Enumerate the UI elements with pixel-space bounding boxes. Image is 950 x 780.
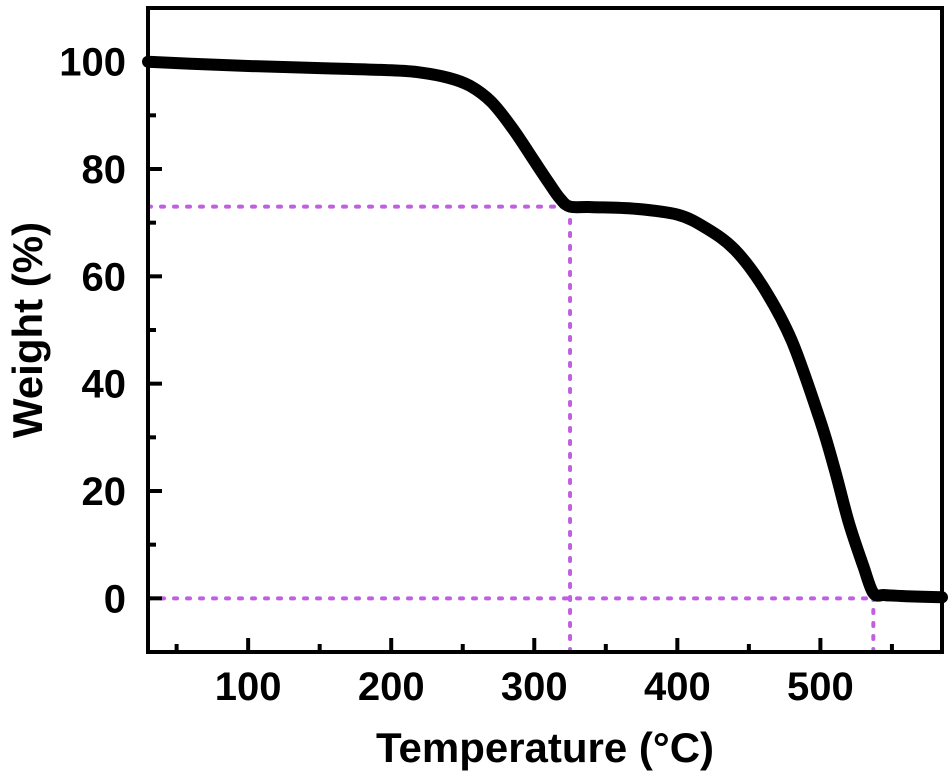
x-tick-label: 200	[358, 665, 425, 709]
y-tick-label: 0	[104, 577, 126, 621]
y-tick-label: 60	[82, 255, 127, 299]
guide-lines	[146, 204, 876, 654]
y-axis-ticks: 0 20 40 60 80 100	[59, 6, 162, 654]
y-tick-label: 100	[59, 41, 126, 85]
x-tick-label: 500	[787, 665, 854, 709]
x-axis-title: Temperature (°C)	[376, 724, 714, 771]
plot-frame	[146, 6, 944, 654]
data-series-curve	[142, 55, 948, 604]
y-tick-label: 80	[82, 148, 127, 192]
y-axis-title: Weight (%)	[4, 222, 51, 438]
x-tick-label: 100	[215, 665, 282, 709]
x-tick-label: 400	[644, 665, 711, 709]
y-tick-label: 40	[82, 363, 127, 407]
x-tick-label: 300	[501, 665, 568, 709]
y-tick-label: 20	[82, 470, 127, 514]
x-axis-ticks: 100 200 300 400 500	[174, 638, 894, 709]
